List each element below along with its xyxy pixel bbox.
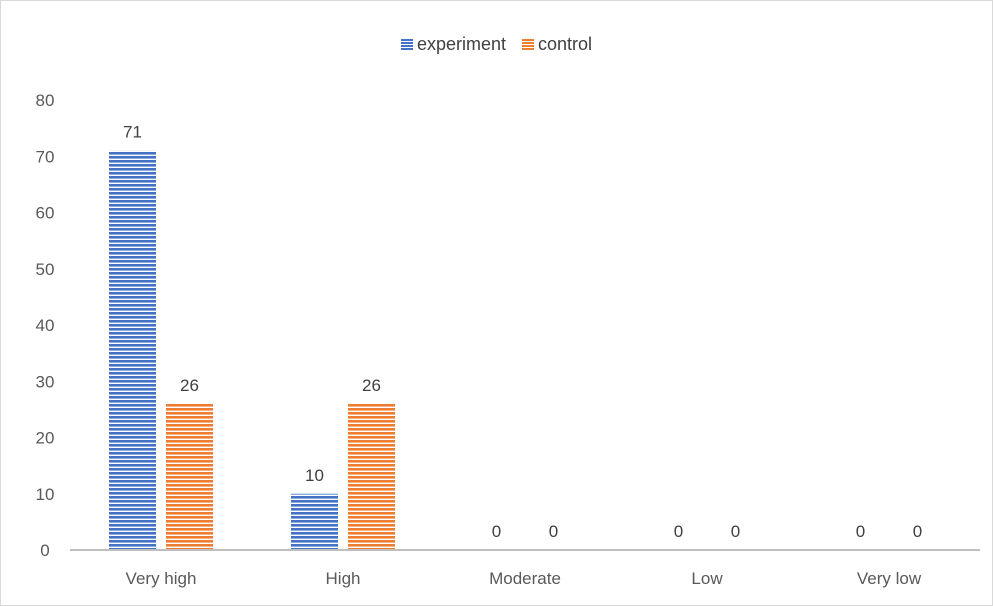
y-tick-label: 60 — [36, 204, 55, 223]
data-label-control-high: 26 — [362, 376, 381, 395]
data-label-control-low: 0 — [731, 522, 740, 541]
y-tick-label: 10 — [36, 485, 55, 504]
data-label-experiment-high: 10 — [305, 466, 324, 485]
legend-item-control: control — [522, 34, 592, 55]
x-tick-label: High — [326, 569, 361, 588]
x-tick-label: Low — [691, 569, 723, 588]
data-label-experiment-moderate: 0 — [492, 522, 501, 541]
legend-item-experiment: experiment — [400, 34, 506, 55]
y-tick-label: 80 — [36, 91, 55, 110]
y-tick-label: 0 — [40, 541, 49, 560]
y-tick-label: 70 — [36, 147, 55, 166]
x-tick-label: Very low — [857, 569, 922, 588]
y-tick-label: 50 — [36, 260, 55, 279]
data-label-experiment-very-low: 0 — [856, 522, 865, 541]
bar-experiment-high — [291, 493, 338, 550]
bar-control-high — [348, 403, 395, 550]
legend: experiment control — [0, 34, 993, 55]
y-tick-label: 40 — [36, 316, 55, 335]
data-labels: 71 26 10 26 0 0 0 0 0 0 — [123, 123, 922, 541]
bars — [109, 150, 395, 550]
y-tick-label: 20 — [36, 429, 55, 448]
legend-swatch-experiment — [400, 38, 413, 51]
y-tick-label: 30 — [36, 372, 55, 391]
data-label-experiment-low: 0 — [674, 522, 683, 541]
bar-experiment-very-high — [109, 150, 156, 550]
legend-label-control: control — [538, 34, 593, 54]
data-label-control-very-low: 0 — [913, 522, 922, 541]
data-label-experiment-very-high: 71 — [123, 123, 142, 142]
y-axis-ticks: 0 10 20 30 40 50 60 70 80 — [36, 91, 55, 560]
x-axis-ticks: Very high High Moderate Low Very low — [126, 569, 922, 588]
x-tick-label: Very high — [126, 569, 197, 588]
data-label-control-very-high: 26 — [180, 376, 199, 395]
legend-label-experiment: experiment — [416, 34, 506, 54]
data-label-control-moderate: 0 — [549, 522, 558, 541]
x-tick-label: Moderate — [489, 569, 561, 588]
bar-control-very-high — [166, 403, 213, 550]
legend-swatch-control — [522, 38, 534, 51]
